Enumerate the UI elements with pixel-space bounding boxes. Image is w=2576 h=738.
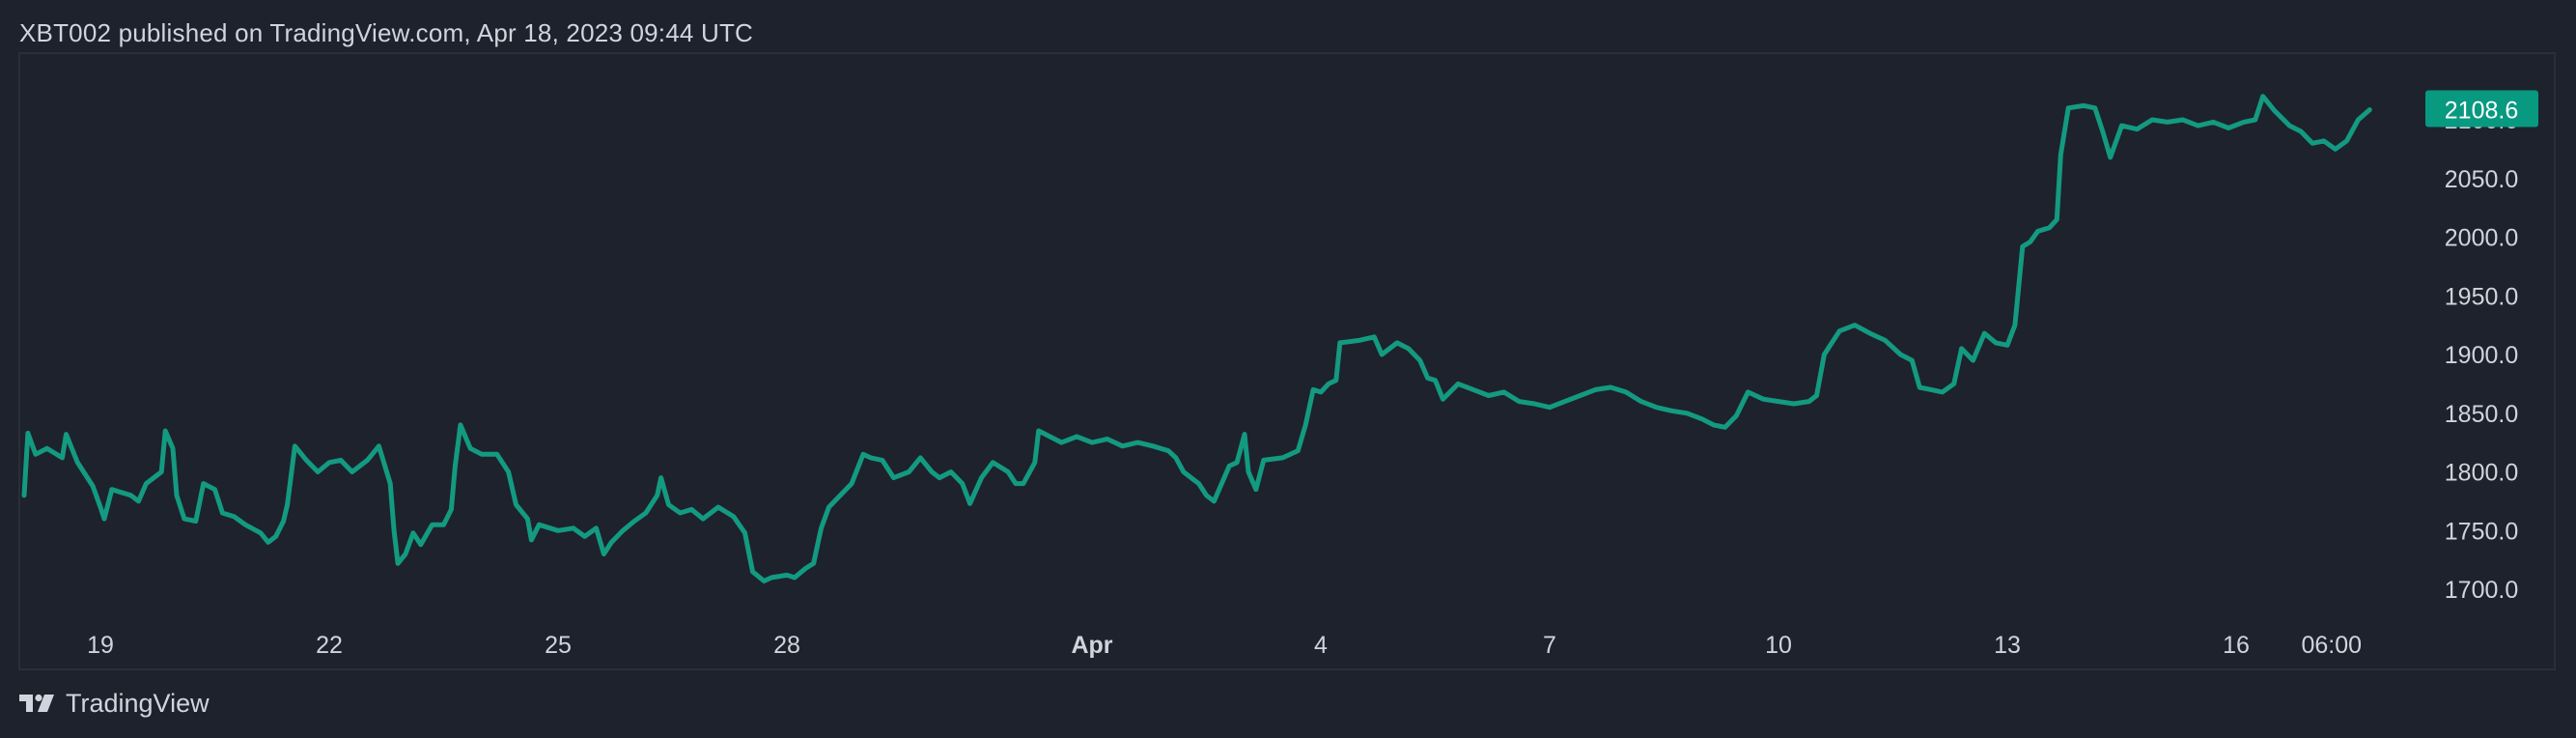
publisher-caption: XBT002 published on TradingView.com, Apr… — [19, 18, 754, 47]
x-tick-label: 28 — [773, 632, 800, 659]
price-series-line[interactable] — [21, 94, 2372, 583]
y-tick-label: 1750.0 — [2445, 518, 2518, 545]
last-price-badge — [2425, 90, 2538, 128]
chart-frame — [18, 52, 2556, 670]
tradingview-brand-label: TradingView — [66, 688, 210, 718]
y-tick-label: 1950.0 — [2445, 283, 2518, 310]
y-tick-label: 2050.0 — [2445, 166, 2518, 193]
x-tick-label: 22 — [316, 632, 343, 659]
x-tick-label: 16 — [2223, 632, 2250, 659]
y-tick-label: 1700.0 — [2445, 577, 2518, 604]
x-tick-label: 25 — [545, 632, 572, 659]
tradingview-logo-icon — [19, 694, 54, 712]
y-tick-label: 1900.0 — [2445, 342, 2518, 369]
last-price-label: 2108.6 — [2445, 98, 2518, 125]
x-tick-label: 10 — [1765, 632, 1792, 659]
tradingview-brand[interactable]: TradingView — [19, 688, 210, 719]
y-tick-label: 1800.0 — [2445, 460, 2518, 487]
x-tick-label: 13 — [1994, 632, 2021, 659]
x-tick-label: Apr — [1071, 632, 1112, 659]
x-tick-label: 4 — [1314, 632, 1328, 659]
y-tick-label: 2000.0 — [2445, 225, 2518, 252]
x-tick-label: 19 — [87, 632, 114, 659]
x-tick-label: 7 — [1543, 632, 1556, 659]
x-tick-label: 06:00 — [2301, 632, 2362, 659]
y-tick-label: 1850.0 — [2445, 401, 2518, 428]
